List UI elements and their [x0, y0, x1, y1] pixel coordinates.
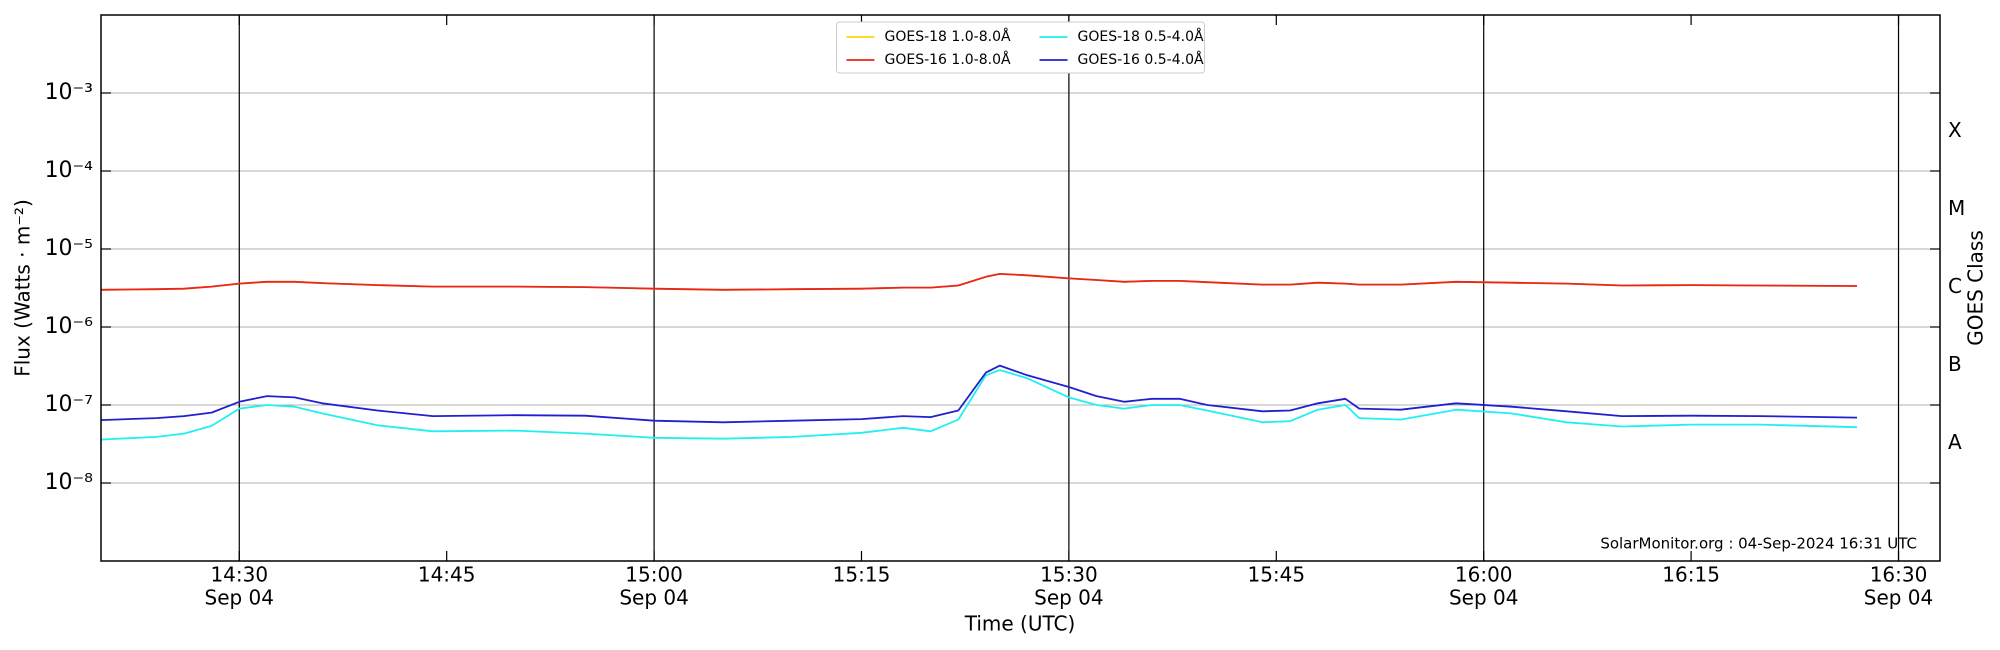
y2-tick-label: M [1948, 196, 1965, 220]
y2-axis-label: GOES Class [1964, 230, 1988, 346]
x-tick-label: 15:30 [1040, 563, 1098, 587]
x-tick-label: 14:30 [210, 563, 268, 587]
x-tick-label: 15:15 [833, 563, 891, 587]
y-tick-label: 10⁻⁷ [45, 392, 93, 417]
x-tick-label: 15:45 [1247, 563, 1305, 587]
plot-frame [100, 14, 1941, 562]
legend-label: GOES-16 0.5-4.0Å [1078, 51, 1204, 68]
y-tick-label: 10⁻⁶ [45, 314, 94, 339]
y2-tick-label: B [1948, 352, 1962, 376]
legend-label: GOES-16 1.0-8.0Å [885, 51, 1011, 68]
x-tick-sublabel: Sep 04 [619, 586, 689, 610]
y-tick-label: 10⁻³ [45, 80, 93, 105]
x-tick-sublabel: Sep 04 [1034, 586, 1104, 610]
y2-tick-label: A [1948, 430, 1962, 454]
legend-label: GOES-18 1.0-8.0Å [885, 28, 1011, 45]
y2-tick-label: X [1948, 118, 1962, 142]
x-tick-label: 15:00 [625, 563, 683, 587]
annotation: SolarMonitor.org : 04-Sep-2024 16:31 UTC [1600, 535, 1917, 553]
series-line [100, 364, 1858, 424]
y-axis-label: Flux (Watts · m⁻²) [11, 199, 35, 377]
x-tick-label: 16:15 [1662, 563, 1720, 587]
y-tick-label: 10⁻⁵ [45, 236, 93, 261]
x-tick-label: 16:00 [1455, 563, 1513, 587]
legend-box [836, 21, 1205, 74]
y-tick-label: 10⁻⁴ [45, 158, 94, 183]
y-tick-label: 10⁻⁸ [45, 470, 94, 495]
x-axis-label: Time (UTC) [964, 612, 1076, 636]
x-tick-sublabel: Sep 04 [1449, 586, 1519, 610]
series-line [100, 369, 1858, 441]
x-tick-label: 14:45 [418, 563, 476, 587]
x-tick-sublabel: Sep 04 [1864, 586, 1934, 610]
x-tick-label: 16:30 [1870, 563, 1928, 587]
series-line [100, 273, 1858, 291]
y2-tick-label: C [1948, 274, 1962, 298]
x-tick-sublabel: Sep 04 [205, 586, 275, 610]
legend-label: GOES-18 0.5-4.0Å [1078, 28, 1204, 45]
